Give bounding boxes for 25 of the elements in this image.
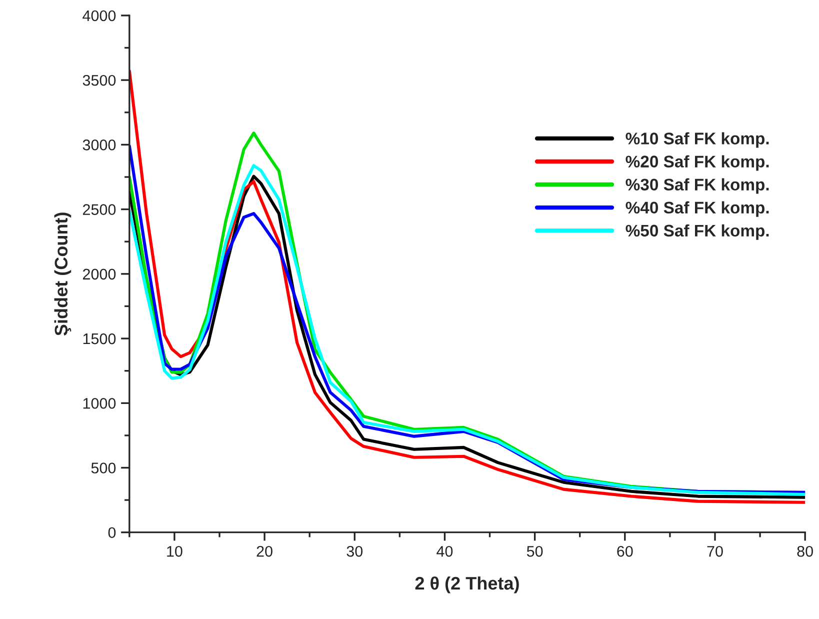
line-series (129, 70, 806, 504)
y-tick-label: 2500 (82, 204, 116, 215)
x-tick-label: 70 (707, 546, 723, 557)
y-tick-label: 0 (108, 527, 116, 538)
y-tick-label: 2000 (82, 268, 116, 280)
y-axis-title: Şiddet (Count) (54, 212, 72, 336)
y-tick-label: 1500 (83, 333, 116, 344)
y-tick-label: 1000 (83, 398, 116, 409)
x-tick-label: 80 (797, 546, 813, 557)
x-tick-label: 20 (256, 546, 272, 557)
y-tick-label: 500 (91, 462, 116, 474)
legend-label: %20 Saf FK komp. (626, 155, 769, 171)
legend-label: %50 Saf FK komp. (626, 224, 769, 240)
x-tick-label: 60 (617, 546, 633, 557)
y-tick-label: 4000 (82, 10, 116, 22)
x-tick-label: 30 (346, 546, 363, 557)
x-axis-title: 2 θ (2 Theta) (415, 576, 519, 594)
legend-label: %10 Saf FK komp. (626, 132, 769, 148)
x-tick-label: 40 (436, 546, 453, 557)
y-tick-label: 3000 (82, 140, 116, 150)
legend-label: %40 Saf FK komp. (626, 201, 769, 217)
legend-label: %30 Saf FK komp. (626, 178, 769, 194)
x-tick-label: 50 (526, 546, 543, 557)
x-tick-label: 10 (167, 546, 182, 557)
y-tick-label: 3500 (82, 74, 116, 86)
